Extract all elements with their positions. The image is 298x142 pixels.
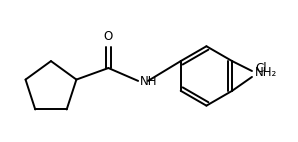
Text: O: O <box>104 30 113 43</box>
Text: NH₂: NH₂ <box>255 66 277 80</box>
Text: Cl: Cl <box>255 62 266 75</box>
Text: NH: NH <box>140 75 158 88</box>
